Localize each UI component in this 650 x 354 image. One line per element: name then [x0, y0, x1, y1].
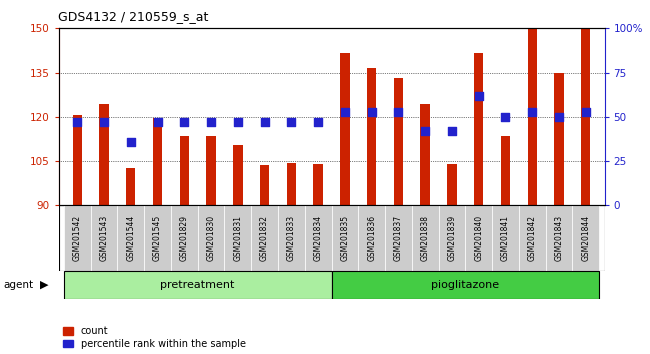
Bar: [251, 205, 278, 271]
Point: [420, 128, 430, 134]
Text: pioglitazone: pioglitazone: [431, 280, 499, 290]
Bar: [278, 205, 305, 271]
Text: GSM201830: GSM201830: [207, 215, 216, 261]
Text: GSM201834: GSM201834: [313, 215, 322, 261]
Bar: [90, 205, 118, 271]
Bar: [73, 115, 82, 205]
Bar: [207, 136, 216, 205]
Text: GSM201832: GSM201832: [260, 215, 269, 261]
Point: [500, 114, 511, 120]
Bar: [340, 53, 350, 205]
Bar: [313, 164, 323, 205]
Bar: [287, 162, 296, 205]
Bar: [358, 205, 385, 271]
Bar: [581, 28, 590, 205]
Text: GSM201833: GSM201833: [287, 215, 296, 261]
Text: GDS4132 / 210559_s_at: GDS4132 / 210559_s_at: [58, 10, 209, 23]
Point: [580, 109, 591, 114]
Text: GSM201837: GSM201837: [394, 215, 403, 261]
Bar: [260, 166, 269, 205]
Point: [367, 109, 377, 114]
Text: GSM201831: GSM201831: [233, 215, 242, 261]
Bar: [554, 73, 564, 205]
Bar: [118, 205, 144, 271]
Text: GSM201841: GSM201841: [501, 215, 510, 261]
Text: GSM201838: GSM201838: [421, 215, 430, 261]
Bar: [528, 28, 537, 205]
Point: [259, 119, 270, 125]
Bar: [305, 205, 332, 271]
Text: GSM201543: GSM201543: [99, 215, 109, 261]
Bar: [233, 145, 242, 205]
Bar: [126, 169, 135, 205]
Text: pretreatment: pretreatment: [161, 280, 235, 290]
Bar: [385, 205, 412, 271]
Bar: [332, 271, 599, 299]
Bar: [412, 205, 439, 271]
Text: GSM201542: GSM201542: [73, 215, 82, 261]
Point: [233, 119, 243, 125]
Point: [125, 139, 136, 144]
Bar: [64, 205, 90, 271]
Text: GSM201835: GSM201835: [341, 215, 350, 261]
Bar: [224, 205, 251, 271]
Bar: [99, 104, 109, 205]
Bar: [332, 205, 358, 271]
Bar: [144, 205, 171, 271]
Point: [527, 109, 538, 114]
Point: [72, 119, 83, 125]
Point: [473, 93, 484, 98]
Bar: [500, 136, 510, 205]
Bar: [519, 205, 545, 271]
Bar: [171, 205, 198, 271]
Text: GSM201829: GSM201829: [180, 215, 188, 261]
Point: [99, 119, 109, 125]
Point: [313, 119, 323, 125]
Point: [179, 119, 190, 125]
Bar: [198, 205, 224, 271]
Text: GSM201843: GSM201843: [554, 215, 564, 261]
Text: GSM201842: GSM201842: [528, 215, 537, 261]
Point: [340, 109, 350, 114]
Bar: [367, 68, 376, 205]
Legend: count, percentile rank within the sample: count, percentile rank within the sample: [63, 326, 246, 349]
Bar: [573, 205, 599, 271]
Bar: [179, 136, 189, 205]
Text: agent: agent: [3, 280, 33, 290]
Text: GSM201836: GSM201836: [367, 215, 376, 261]
Bar: [153, 118, 162, 205]
Bar: [474, 53, 484, 205]
Text: GSM201839: GSM201839: [447, 215, 456, 261]
Bar: [465, 205, 492, 271]
Text: GSM201545: GSM201545: [153, 215, 162, 261]
Point: [152, 119, 162, 125]
Bar: [492, 205, 519, 271]
Point: [447, 128, 457, 134]
Text: GSM201840: GSM201840: [474, 215, 483, 261]
Bar: [439, 205, 465, 271]
Point: [554, 114, 564, 120]
Text: GSM201544: GSM201544: [126, 215, 135, 261]
Point: [286, 119, 296, 125]
Bar: [447, 164, 457, 205]
Bar: [421, 104, 430, 205]
Bar: [394, 79, 403, 205]
Bar: [545, 205, 573, 271]
Bar: [64, 271, 332, 299]
Text: ▶: ▶: [40, 280, 49, 290]
Point: [393, 109, 404, 114]
Text: GSM201844: GSM201844: [581, 215, 590, 261]
Point: [206, 119, 216, 125]
